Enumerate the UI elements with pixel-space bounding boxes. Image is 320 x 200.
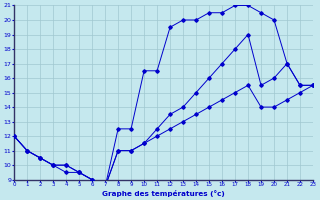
X-axis label: Graphe des températures (°c): Graphe des températures (°c): [102, 190, 225, 197]
